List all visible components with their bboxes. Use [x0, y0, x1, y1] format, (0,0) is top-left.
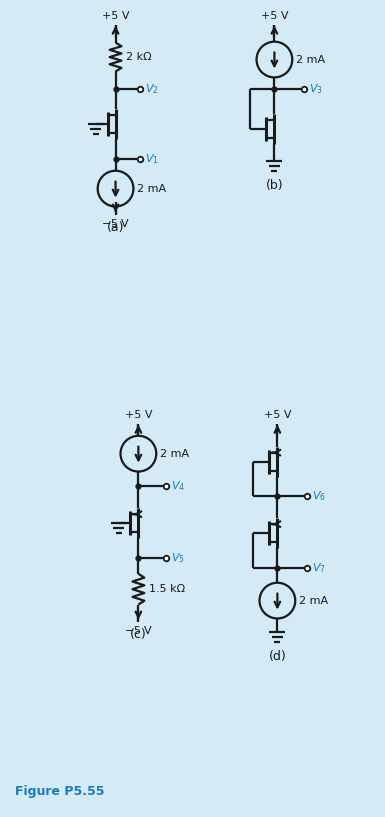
Text: 1.5 kΩ: 1.5 kΩ	[149, 584, 186, 594]
Text: Figure P5.55: Figure P5.55	[15, 785, 105, 798]
Text: $V_6$: $V_6$	[312, 489, 326, 503]
Text: (c): (c)	[130, 628, 147, 641]
Text: $-5$ V: $-5$ V	[124, 624, 153, 636]
Text: $V_3$: $V_3$	[309, 83, 323, 96]
Text: 2 mA: 2 mA	[137, 184, 167, 194]
Text: +5 V: +5 V	[261, 11, 288, 20]
Text: $-5$ V: $-5$ V	[101, 217, 130, 230]
Text: +5 V: +5 V	[125, 410, 152, 420]
Text: 2 mA: 2 mA	[299, 596, 328, 605]
Text: +5 V: +5 V	[102, 11, 129, 20]
Text: (a): (a)	[107, 221, 124, 234]
Text: 2 kΩ: 2 kΩ	[127, 52, 152, 62]
Text: $V_5$: $V_5$	[171, 551, 185, 565]
Text: +5 V: +5 V	[264, 410, 291, 420]
Text: $V_2$: $V_2$	[146, 83, 159, 96]
Text: (b): (b)	[266, 179, 283, 192]
Text: 2 mA: 2 mA	[296, 55, 325, 65]
Text: 2 mA: 2 mA	[160, 449, 189, 458]
Text: $V_4$: $V_4$	[171, 480, 185, 493]
Text: $V_1$: $V_1$	[146, 152, 159, 166]
Text: $V_7$: $V_7$	[312, 561, 326, 574]
Text: (d): (d)	[268, 650, 286, 663]
